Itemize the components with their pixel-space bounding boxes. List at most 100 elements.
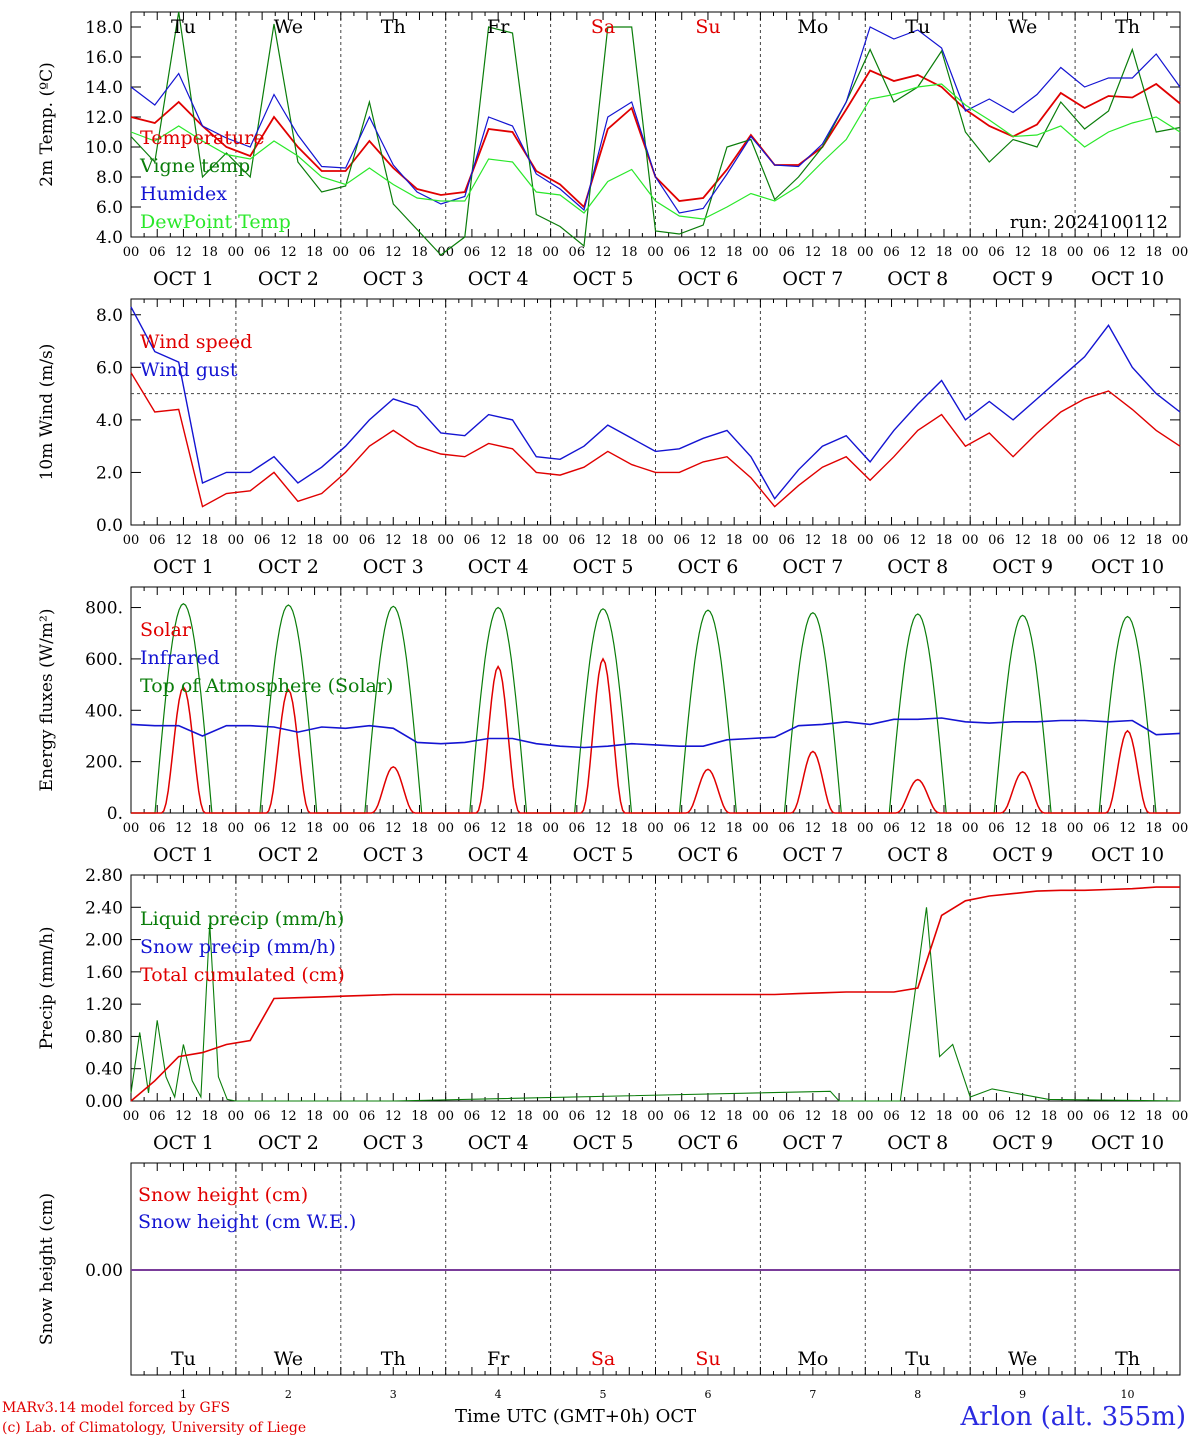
hour-tick-label: 06: [254, 245, 271, 260]
hour-tick-label: 06: [569, 821, 586, 836]
hour-tick-label: 00: [962, 1109, 979, 1124]
y-tick-label: 18.0: [85, 18, 123, 38]
hour-tick-label: 18: [621, 533, 638, 548]
toa-day-6: [655, 609, 761, 814]
day-label: We: [274, 1348, 303, 1370]
legend-0-0: Temperature: [140, 127, 264, 149]
hour-tick-label: 18: [411, 533, 428, 548]
date-label: OCT 7: [782, 556, 843, 578]
y-tick-label: 1.60: [85, 963, 123, 983]
hour-tick-label: 06: [254, 533, 271, 548]
hour-tick-label: 18: [831, 533, 848, 548]
hour-tick-label: 06: [1093, 1109, 1110, 1124]
hour-tick-label: 18: [306, 1109, 323, 1124]
date-label: OCT 4: [468, 844, 529, 866]
hour-tick-label: 12: [909, 1109, 926, 1124]
y-tick-label: 2.80: [85, 866, 123, 886]
day-label: Tu: [171, 1348, 196, 1370]
y-axis-label-2: Energy fluxes (W/m²): [37, 609, 57, 792]
hour-tick-label: 00: [1067, 1109, 1084, 1124]
date-label: OCT 1: [153, 268, 214, 290]
day-label: Tu: [905, 16, 930, 38]
hour-tick-label: 06: [464, 533, 481, 548]
date-label: OCT 8: [887, 268, 948, 290]
hour-tick-label: 00: [542, 245, 559, 260]
hour-tick-label: 06: [1093, 821, 1110, 836]
y-tick-label: 2.0: [96, 463, 123, 483]
date-label: OCT 4: [468, 556, 529, 578]
lab-credit: (c) Lab. of Climatology, University of L…: [2, 1420, 307, 1436]
legend-3-2: Total cumulated (cm): [140, 964, 345, 986]
hour-tick-label: 06: [569, 245, 586, 260]
hour-tick-label: 12: [280, 821, 297, 836]
hour-tick-label: 06: [988, 533, 1005, 548]
y-tick-label: 200.: [85, 753, 123, 773]
hour-tick-label: 12: [175, 821, 192, 836]
y-tick-label: 2.40: [85, 898, 123, 918]
date-label: OCT 6: [677, 268, 738, 290]
day-label: We: [1008, 1348, 1037, 1370]
y-tick-label: 0.00: [85, 1092, 123, 1112]
solar-day-4: [445, 665, 551, 814]
hour-tick-label: 18: [201, 533, 218, 548]
day-number: 5: [600, 1388, 607, 1401]
legend-3-0: Liquid precip (mm/h): [140, 908, 344, 930]
hour-tick-label: 00: [1067, 245, 1084, 260]
hour-tick-label: 18: [306, 245, 323, 260]
y-tick-label: 400.: [85, 701, 123, 721]
y-tick-label: 14.0: [85, 78, 123, 98]
toa-day-4: [445, 606, 551, 814]
hour-tick-label: 06: [673, 245, 690, 260]
hour-tick-label: 06: [673, 821, 690, 836]
legend-3-1: Snow precip (mm/h): [140, 936, 336, 958]
date-label: OCT 8: [887, 844, 948, 866]
hour-tick-label: 12: [1119, 1109, 1136, 1124]
hour-tick-label: 12: [700, 245, 717, 260]
hour-tick-label: 06: [988, 1109, 1005, 1124]
day-label: Su: [695, 16, 720, 38]
y-tick-label: 600.: [85, 650, 123, 670]
hour-tick-label: 12: [175, 245, 192, 260]
date-label: OCT 5: [573, 844, 634, 866]
y-tick-label: 8.0: [96, 306, 123, 326]
hour-tick-label: 12: [280, 1109, 297, 1124]
hour-tick-label: 00: [1067, 821, 1084, 836]
hour-tick-label: 00: [857, 245, 874, 260]
toa-day-9: [970, 614, 1076, 814]
solar-day-8: [865, 778, 971, 814]
hour-tick-label: 06: [149, 821, 166, 836]
temp-series-2: [130, 26, 1181, 214]
hour-tick-label: 18: [516, 821, 533, 836]
hour-tick-label: 06: [778, 821, 795, 836]
hour-tick-label: 18: [201, 245, 218, 260]
hour-tick-label: 12: [385, 533, 402, 548]
day-label: Fr: [487, 16, 510, 38]
hour-tick-label: 18: [516, 533, 533, 548]
solar-day-1: [131, 685, 236, 814]
hour-tick-label: 12: [805, 533, 822, 548]
hour-tick-label: 18: [726, 1109, 743, 1124]
hour-tick-label: 12: [490, 245, 507, 260]
date-label: OCT 10: [1091, 1132, 1164, 1154]
legend-1-1: Wind gust: [140, 359, 238, 381]
day-number: 4: [495, 1388, 502, 1401]
hour-tick-label: 00: [857, 533, 874, 548]
hour-tick-label: 18: [936, 245, 953, 260]
legend-0-3: DewPoint Temp: [140, 211, 291, 233]
hour-tick-label: 12: [700, 1109, 717, 1124]
hour-tick-label: 00: [1172, 1109, 1189, 1124]
y-axis-label-1: 10m Wind (m/s): [37, 344, 57, 481]
day-label: We: [274, 16, 303, 38]
hour-tick-label: 18: [1146, 821, 1163, 836]
hour-tick-label: 12: [595, 821, 612, 836]
day-label: Tu: [905, 1348, 930, 1370]
day-label: Th: [1115, 1348, 1140, 1370]
hour-tick-label: 00: [228, 533, 245, 548]
temp-series-3: [130, 83, 1181, 220]
date-label: OCT 8: [887, 1132, 948, 1154]
y-axis-label-3: Precip (mm/h): [37, 926, 57, 1049]
hour-tick-label: 00: [647, 245, 664, 260]
y-axis-label-4: Snow height (cm): [37, 1193, 57, 1345]
day-label: Th: [381, 16, 406, 38]
toa-day-3: [340, 605, 446, 814]
